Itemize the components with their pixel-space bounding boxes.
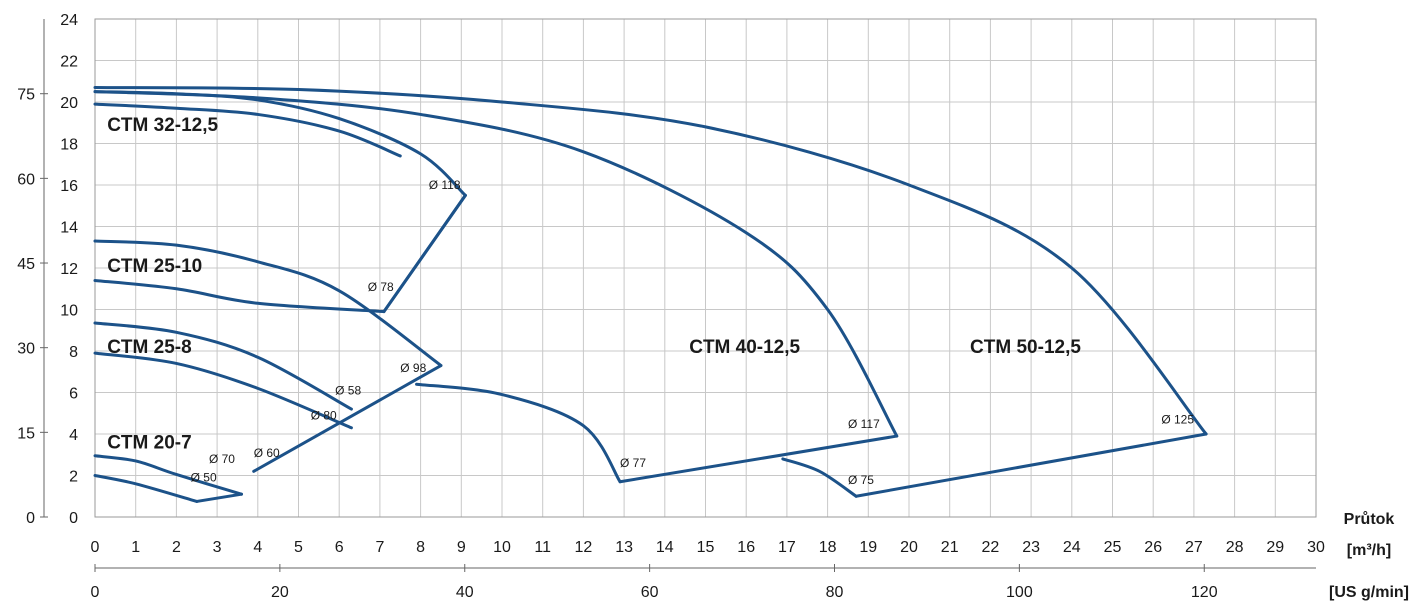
- x-secondary-tick-label: 80: [826, 584, 844, 601]
- x-secondary-tick-label: 100: [1006, 584, 1033, 601]
- y-tick-label: 14: [60, 220, 78, 237]
- envelope-line-ctm-40-12-5: [618, 434, 899, 484]
- x-tick-label: 4: [253, 539, 262, 556]
- series-label: CTM 50-12,5: [970, 337, 1081, 358]
- envelope-line-ctm-20-7: [195, 492, 244, 503]
- y-tick-label: 12: [60, 261, 78, 278]
- x-axis-title: Průtok: [1344, 511, 1395, 528]
- x-tick-label: 0: [91, 539, 100, 556]
- impeller-diameter-label: Ø 75: [848, 473, 874, 487]
- curve-ctm-20-7-min: [93, 474, 199, 503]
- y-secondary-tick-label: 0: [26, 510, 35, 527]
- x-tick-label: 15: [697, 539, 715, 556]
- impeller-diameter-label: Ø 58: [335, 384, 361, 398]
- y-tick-label: 10: [60, 303, 78, 320]
- y-tick-label: 20: [60, 95, 78, 112]
- x-tick-label: 28: [1226, 539, 1244, 556]
- x-tick-label: 25: [1104, 539, 1122, 556]
- x-tick-label: 18: [819, 539, 837, 556]
- x-secondary-tick-label: 120: [1191, 584, 1218, 601]
- impeller-diameter-label: Ø 78: [368, 280, 394, 294]
- curve-ctm-40-12-5-max: [93, 90, 899, 438]
- x-tick-label: 7: [375, 539, 384, 556]
- x-tick-label: 6: [335, 539, 344, 556]
- x-tick-label: 13: [615, 539, 633, 556]
- curve-ctm-50-12-5-max: [93, 85, 1208, 436]
- y-tick-label: 24: [60, 12, 78, 29]
- y-tick-label: 16: [60, 178, 78, 195]
- y-secondary-tick-label: 15: [17, 425, 35, 442]
- x-tick-label: 2: [172, 539, 181, 556]
- x-tick-label: 30: [1307, 539, 1325, 556]
- x-secondary-tick-label: 60: [641, 584, 659, 601]
- x-tick-label: 29: [1266, 539, 1284, 556]
- plot-frame: [94, 18, 1317, 518]
- curve-ctm-25-8-max: [93, 321, 353, 411]
- impeller-diameter-label: Ø 125: [1161, 413, 1194, 427]
- x-tick-label: 26: [1144, 539, 1162, 556]
- impeller-diameter-label: Ø 118: [429, 178, 461, 192]
- x-tick-label: 21: [941, 539, 959, 556]
- impeller-diameter-label: Ø 77: [620, 456, 646, 470]
- x-tick-label: 22: [982, 539, 1000, 556]
- curve-ctm-40-12-5-min: [415, 382, 622, 484]
- x-tick-label: 20: [900, 539, 918, 556]
- x-axis-unit-m3h: [m³/h]: [1347, 542, 1391, 559]
- curve-ctm-25-10-min: [93, 278, 386, 314]
- curve-ctm-50-12-5-min: [781, 457, 858, 498]
- series-label: CTM 40-12,5: [689, 337, 800, 358]
- y-tick-label: 22: [60, 54, 78, 71]
- x-tick-label: 17: [778, 539, 796, 556]
- axes: 0 1 2 3 4 5 6 7 8 9 10 11 12 13 14 15 16 17 18 19 20 21 22 23 24…: [17, 12, 1325, 601]
- series-label: CTM 25-10: [107, 256, 202, 277]
- x-axis-unit-usgpm: [US g/min]: [1329, 584, 1409, 601]
- x-secondary-tick-label: 20: [271, 584, 289, 601]
- x-tick-label: 23: [1022, 539, 1040, 556]
- x-tick-label: 9: [457, 539, 466, 556]
- impeller-diameter-label: Ø 70: [209, 452, 235, 466]
- x-tick-label: 27: [1185, 539, 1203, 556]
- envelope-line-ctm-50-12-5: [854, 432, 1208, 498]
- x-tick-label: 19: [859, 539, 877, 556]
- y-tick-label: 2: [69, 469, 78, 486]
- y-secondary-tick-label: 60: [17, 171, 35, 188]
- curve-ctm-25-10-max: [93, 239, 443, 368]
- y-tick-label: 8: [69, 344, 78, 361]
- envelope-line-ctm-32-12-5: [382, 193, 467, 314]
- x-tick-label: 14: [656, 539, 674, 556]
- y-tick-label: 4: [69, 427, 78, 444]
- x-tick-label: 11: [534, 539, 551, 556]
- y-tick-label: 0: [69, 510, 78, 527]
- y-tick-label: 6: [69, 386, 78, 403]
- curve-ctm-20-7-max: [93, 454, 244, 496]
- y-secondary-tick-label: 75: [17, 87, 35, 104]
- x-tick-label: 5: [294, 539, 303, 556]
- labels: CTM 32-12,5 CTM 25-10 CTM 25-8 CTM 20-7 CTM …: [107, 115, 1194, 487]
- x-tick-label: 16: [737, 539, 755, 556]
- series-label: CTM 20-7: [107, 433, 191, 454]
- x-tick-label: 12: [575, 539, 593, 556]
- x-tick-label: 3: [213, 539, 222, 556]
- x-secondary-tick-label: 0: [91, 584, 100, 601]
- x-tick-label: 24: [1063, 539, 1081, 556]
- impeller-diameter-label: Ø 80: [311, 408, 337, 422]
- envelope-line-ctm-25-8: [252, 364, 443, 473]
- x-secondary-tick-label: 40: [456, 584, 474, 601]
- impeller-diameter-label: Ø 60: [254, 446, 280, 460]
- y-secondary-tick-label: 45: [17, 256, 35, 273]
- curves: [93, 85, 1208, 503]
- curve-ctm-32-12-5-min: [93, 102, 402, 158]
- x-tick-label: 1: [131, 539, 140, 556]
- x-tick-label: 8: [416, 539, 425, 556]
- impeller-diameter-label: Ø 50: [191, 471, 217, 485]
- impeller-diameter-label: Ø 117: [848, 417, 880, 431]
- y-tick-label: 18: [60, 137, 78, 154]
- series-label: CTM 32-12,5: [107, 115, 218, 136]
- y-secondary-tick-label: 30: [17, 341, 35, 358]
- impeller-diameter-label: Ø 98: [400, 361, 426, 375]
- curve-ctm-25-8-min: [93, 351, 353, 430]
- x-tick-label: 10: [493, 539, 511, 556]
- series-label: CTM 25-8: [107, 337, 191, 358]
